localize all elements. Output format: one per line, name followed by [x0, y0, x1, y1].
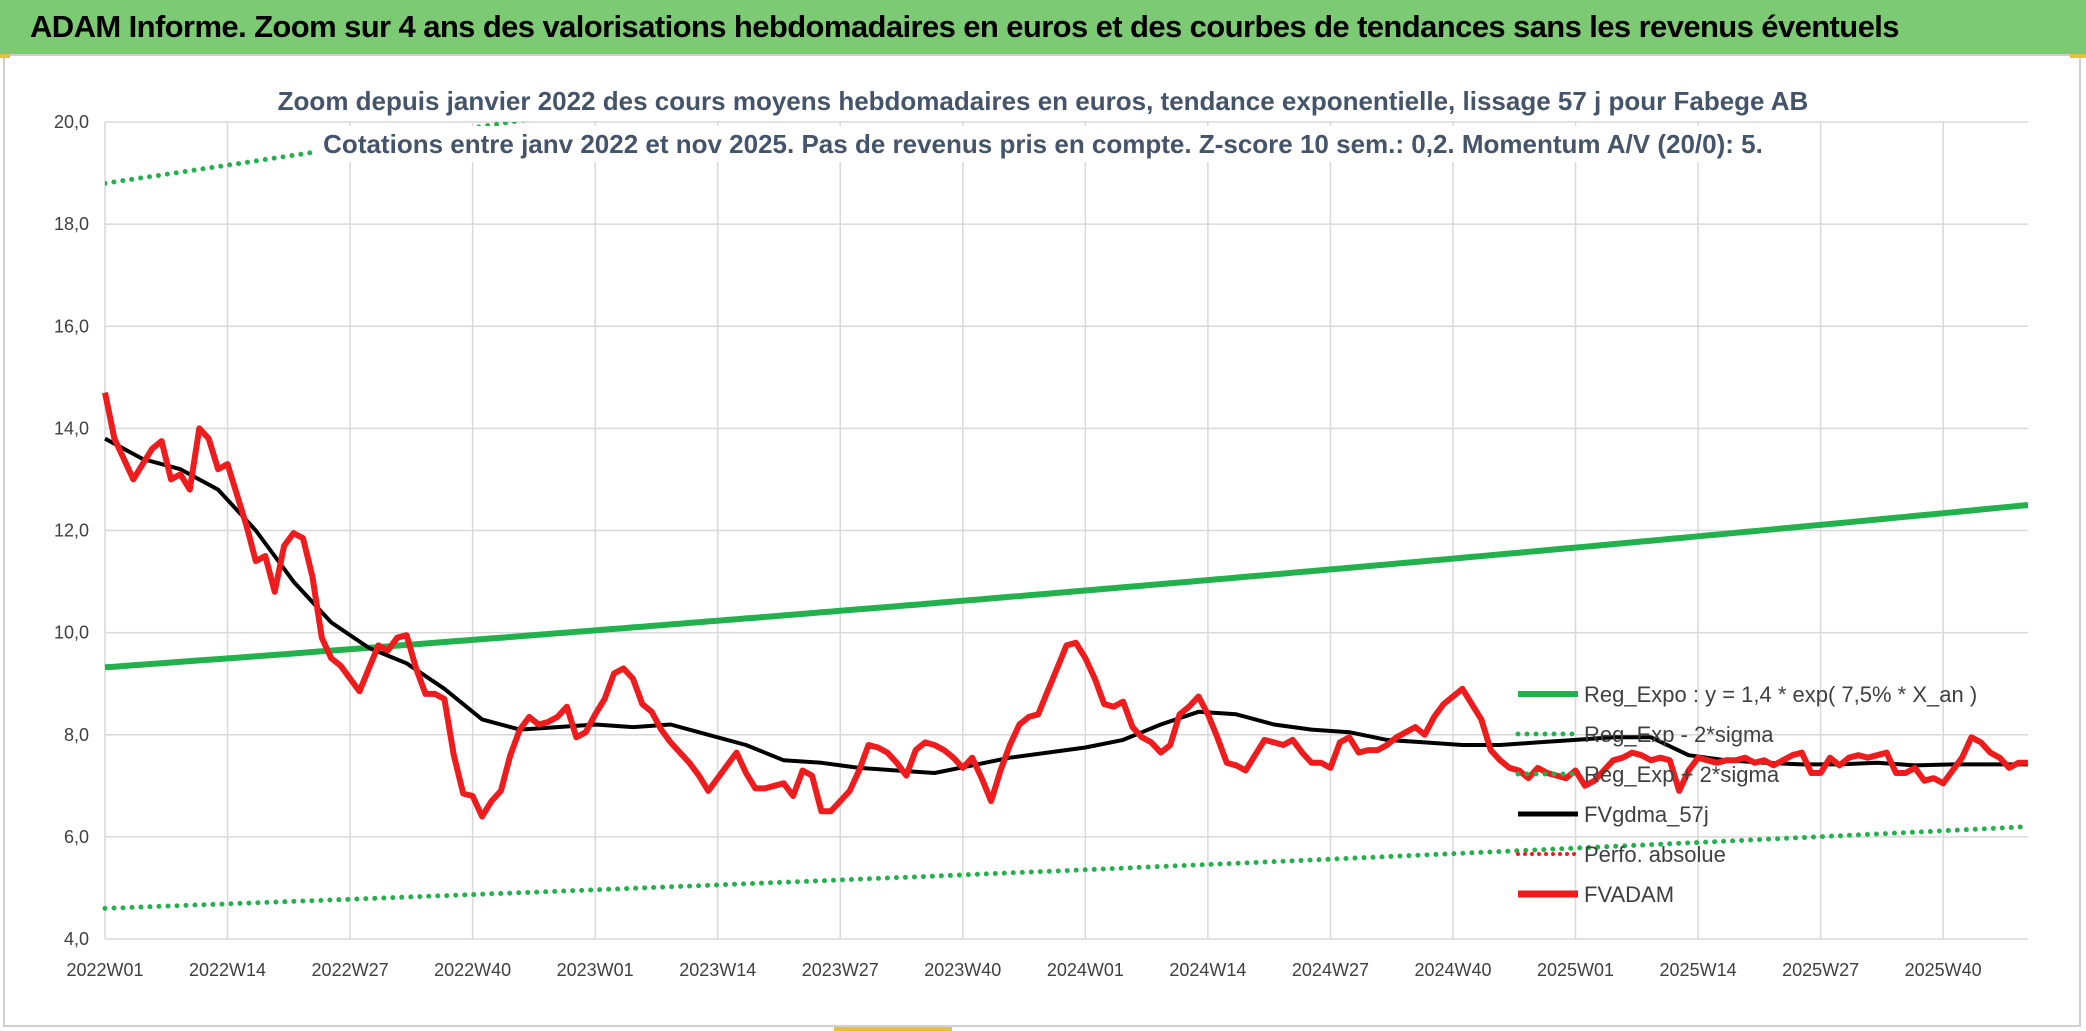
y-tick-label: 20,0	[54, 112, 89, 132]
series-line-price	[102, 391, 2028, 820]
series-line-trend-lower	[102, 824, 2031, 911]
y-tick-label: 14,0	[54, 418, 89, 438]
y-tick-label: 18,0	[54, 214, 89, 234]
x-tick-label: 2024W01	[1047, 960, 1124, 980]
chart-titles: Zoom depuis janvier 2022 des cours moyen…	[269, 83, 1817, 162]
report-banner: ADAM Informe. Zoom sur 4 ans des valoris…	[0, 0, 2086, 54]
legend-label: Reg_Expo : y = 1,4 * exp( 7,5% * X_an )	[1584, 682, 1977, 707]
y-tick-label: 4,0	[64, 929, 89, 949]
frame-corner-left	[0, 54, 10, 58]
chart-subtitle-background	[315, 126, 1771, 162]
y-tick-label: 10,0	[54, 623, 89, 643]
y-tick-label: 16,0	[54, 316, 89, 336]
legend-label: FVADAM	[1584, 882, 1674, 907]
legend-label: Perfo. absolue	[1584, 842, 1726, 867]
x-tick-label: 2025W27	[1782, 960, 1859, 980]
x-tick-label: 2024W14	[1169, 960, 1246, 980]
x-tick-label: 2022W01	[66, 960, 143, 980]
x-axis-ticks: 2022W01 2022W14 2022W27 2022W40 2023W01 2023W…	[66, 960, 1981, 980]
legend-label: Reg_Exp - 2*sigma	[1584, 722, 1774, 747]
legend-label: Reg_Exp + 2*sigma	[1584, 762, 1780, 787]
x-tick-label: 2025W40	[1905, 960, 1982, 980]
chart-title-background	[269, 83, 1817, 119]
x-tick-label: 2023W27	[802, 960, 879, 980]
legend: Reg_Expo : y = 1,4 * exp( 7,5% * X_an ) R…	[1515, 682, 1977, 907]
chart-subtitle: Cotations entre janv 2022 et nov 2025. P…	[323, 129, 1763, 159]
y-tick-label: 12,0	[54, 521, 89, 541]
x-tick-label: 2023W14	[679, 960, 756, 980]
x-tick-label: 2025W01	[1537, 960, 1614, 980]
x-tick-label: 2022W27	[312, 960, 389, 980]
report-title: ADAM Informe. Zoom sur 4 ans des valoris…	[30, 9, 1900, 44]
x-tick-label: 2024W27	[1292, 960, 1369, 980]
y-tick-label: 6,0	[64, 827, 89, 847]
frame-bottom-marker	[834, 1027, 952, 1031]
gridlines	[104, 121, 2028, 940]
legend-label: FVgdma_57j	[1584, 802, 1709, 827]
x-tick-label: 2022W14	[189, 960, 266, 980]
series-line-trend	[104, 502, 2029, 671]
chart-frame	[3, 54, 2081, 1027]
x-tick-label: 2025W14	[1660, 960, 1737, 980]
x-tick-label: 2024W40	[1414, 960, 1491, 980]
x-tick-label: 2023W01	[557, 960, 634, 980]
x-tick-label: 2023W40	[924, 960, 1001, 980]
y-tick-label: 8,0	[64, 725, 89, 745]
frame-corner-right	[2070, 54, 2086, 58]
x-tick-label: 2022W40	[434, 960, 511, 980]
chart-title: Zoom depuis janvier 2022 des cours moyen…	[278, 86, 1809, 116]
y-axis-ticks: 4,0 6,0 8,0 10,0 12,0 14,0 16,0 18,0 20,0	[54, 112, 89, 949]
